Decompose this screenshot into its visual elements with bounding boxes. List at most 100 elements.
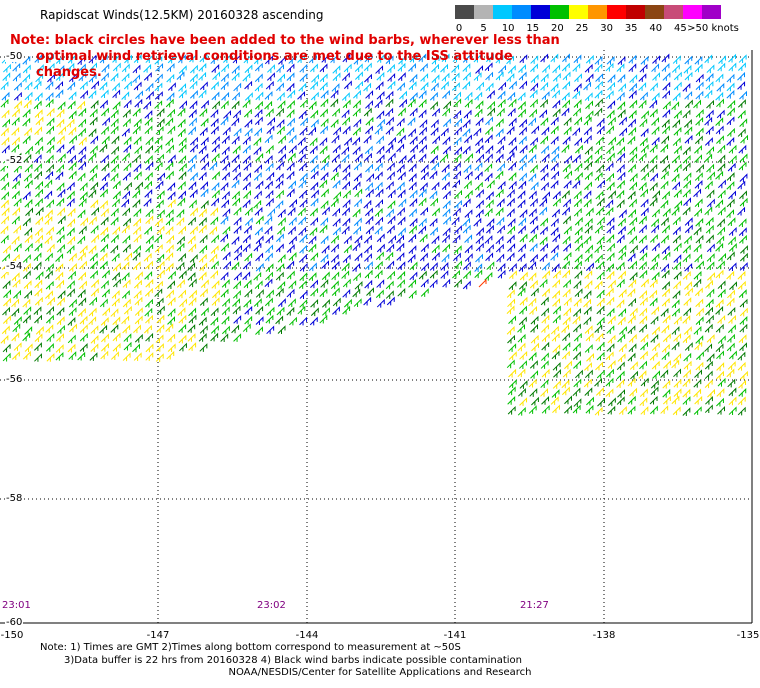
wind-barb bbox=[99, 252, 108, 262]
wind-barb bbox=[683, 360, 692, 370]
wind-barb bbox=[652, 370, 660, 379]
wind-barb bbox=[210, 109, 219, 118]
wind-barb bbox=[200, 117, 209, 127]
wind-barb bbox=[695, 335, 704, 344]
wind-barb bbox=[101, 63, 110, 73]
wind-barb bbox=[34, 126, 43, 135]
wind-barb bbox=[46, 53, 54, 63]
wind-barb bbox=[101, 116, 110, 126]
wind-barb bbox=[364, 207, 373, 217]
wind-barb bbox=[45, 324, 54, 333]
wind-barb bbox=[254, 127, 262, 137]
wind-barb bbox=[287, 207, 296, 216]
wind-barb bbox=[56, 163, 64, 173]
wind-barb bbox=[737, 270, 746, 280]
wind-barb bbox=[79, 182, 88, 191]
wind-barb bbox=[696, 163, 704, 173]
wind-barb bbox=[539, 109, 548, 118]
wind-barb bbox=[705, 306, 713, 316]
wind-barb bbox=[77, 100, 86, 110]
wind-barb bbox=[541, 91, 550, 100]
wind-barb bbox=[46, 107, 55, 117]
time-label-3: 21:27 bbox=[520, 600, 549, 611]
wind-barb bbox=[684, 90, 693, 100]
wind-barb bbox=[264, 55, 273, 65]
wind-barb bbox=[376, 71, 385, 81]
wind-barb bbox=[661, 288, 670, 297]
wind-barb bbox=[694, 154, 702, 163]
wind-barb bbox=[607, 279, 616, 289]
wind-barb bbox=[541, 270, 550, 279]
wind-barb bbox=[454, 117, 462, 127]
wind-barb bbox=[122, 171, 131, 181]
wind-barb bbox=[540, 53, 549, 63]
wind-barb bbox=[188, 297, 197, 306]
wind-barb bbox=[165, 208, 174, 218]
wind-barb bbox=[464, 189, 473, 199]
wind-barb bbox=[287, 225, 296, 235]
wind-barb bbox=[144, 180, 152, 190]
wind-barb bbox=[88, 307, 97, 317]
wind-barb bbox=[220, 233, 229, 243]
wind-barb bbox=[156, 260, 165, 270]
wind-barb bbox=[176, 279, 185, 288]
wind-barb bbox=[683, 352, 692, 362]
wind-barb bbox=[375, 216, 384, 226]
wind-barb bbox=[298, 82, 307, 92]
wind-barb bbox=[616, 261, 625, 271]
wind-barb bbox=[673, 109, 682, 119]
wind-barb bbox=[1, 325, 10, 335]
wind-barb bbox=[617, 109, 626, 118]
wind-barb bbox=[101, 162, 110, 172]
wind-barb bbox=[617, 217, 626, 227]
wind-barb bbox=[518, 161, 527, 171]
wind-barb bbox=[728, 62, 737, 72]
wind-barb bbox=[530, 370, 539, 379]
wind-barb bbox=[275, 172, 284, 182]
wind-barb bbox=[495, 235, 504, 245]
wind-barb bbox=[605, 62, 614, 72]
wind-barb bbox=[189, 100, 198, 109]
wind-barb bbox=[211, 143, 220, 153]
wind-barb bbox=[574, 116, 582, 126]
wind-barb bbox=[440, 262, 449, 271]
wind-barb bbox=[574, 369, 583, 379]
wind-barb bbox=[594, 244, 603, 253]
wind-barb bbox=[541, 404, 550, 414]
wind-barb bbox=[495, 128, 504, 137]
wind-barb bbox=[596, 316, 605, 326]
wind-barb bbox=[352, 107, 361, 117]
wind-barb bbox=[286, 161, 295, 171]
wind-barb bbox=[707, 388, 715, 398]
wind-barb bbox=[596, 351, 605, 361]
wind-barb bbox=[353, 217, 362, 227]
wind-barb bbox=[660, 180, 669, 190]
wind-barb bbox=[682, 270, 691, 280]
wind-barb bbox=[596, 369, 605, 379]
wind-barb bbox=[385, 180, 394, 190]
wind-barb bbox=[277, 208, 286, 218]
wind-barb bbox=[572, 323, 581, 333]
wind-barb bbox=[364, 182, 373, 191]
wind-barb bbox=[531, 396, 539, 406]
wind-barb bbox=[737, 71, 746, 81]
wind-barb bbox=[584, 280, 593, 289]
wind-barb bbox=[78, 161, 87, 171]
wind-barb bbox=[122, 324, 131, 334]
wind-barb bbox=[716, 397, 724, 407]
wind-barb bbox=[397, 216, 406, 226]
wind-barb bbox=[739, 342, 747, 351]
wind-barb bbox=[442, 227, 451, 236]
wind-barb bbox=[67, 100, 76, 110]
wind-barb bbox=[100, 216, 109, 226]
wind-barb bbox=[167, 296, 176, 306]
wind-barb bbox=[430, 126, 439, 136]
wind-barb bbox=[90, 343, 99, 353]
wind-barb bbox=[288, 280, 297, 289]
wind-barb bbox=[231, 117, 240, 127]
wind-barb bbox=[517, 406, 526, 416]
wind-barb bbox=[738, 334, 747, 343]
lat-label-54: -54 bbox=[5, 261, 24, 272]
wind-barb bbox=[707, 272, 715, 281]
wind-barb bbox=[376, 298, 385, 308]
